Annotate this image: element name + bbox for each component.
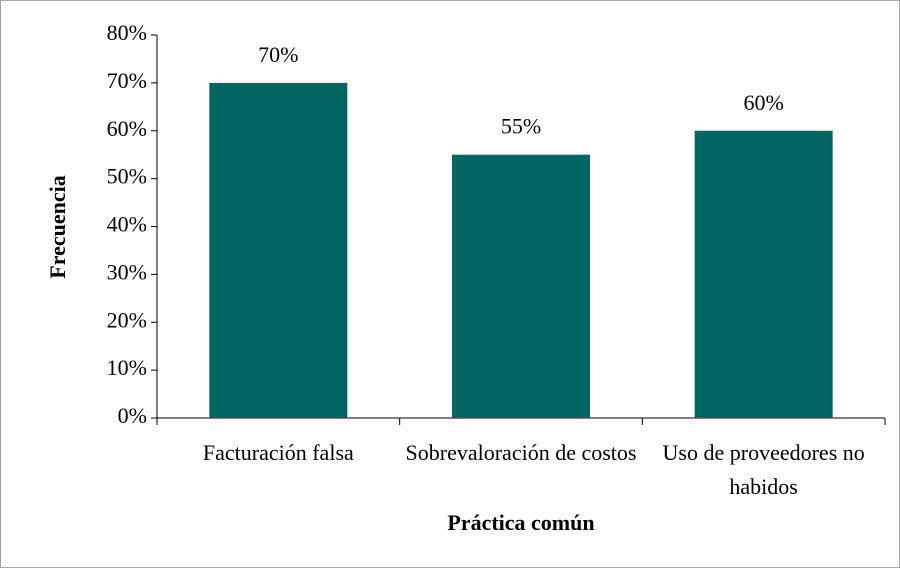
x-tick-label: Sobrevaloración de costos <box>405 440 637 465</box>
value-label: 70% <box>258 42 298 67</box>
bar <box>694 130 833 418</box>
y-tick-label: 10% <box>107 355 147 380</box>
bar <box>209 82 348 418</box>
y-tick-label: 80% <box>107 20 147 45</box>
y-axis-title: Frecuencia <box>45 175 70 278</box>
y-tick-label: 60% <box>107 116 147 141</box>
bar <box>452 154 590 418</box>
y-tick-label: 0% <box>118 403 147 428</box>
x-tick-label: Uso de proveedores no habidos <box>662 440 865 499</box>
y-tick-label: 30% <box>107 259 147 284</box>
y-tick-label: 70% <box>107 68 147 93</box>
x-axis-title: Práctica común <box>447 510 594 535</box>
y-tick-label: 20% <box>107 307 147 332</box>
x-tick-label: Facturación falsa <box>202 440 354 465</box>
y-tick-label: 50% <box>107 164 147 189</box>
value-label: 55% <box>501 114 541 139</box>
y-tick-label: 40% <box>107 212 147 237</box>
value-label: 60% <box>744 90 784 115</box>
